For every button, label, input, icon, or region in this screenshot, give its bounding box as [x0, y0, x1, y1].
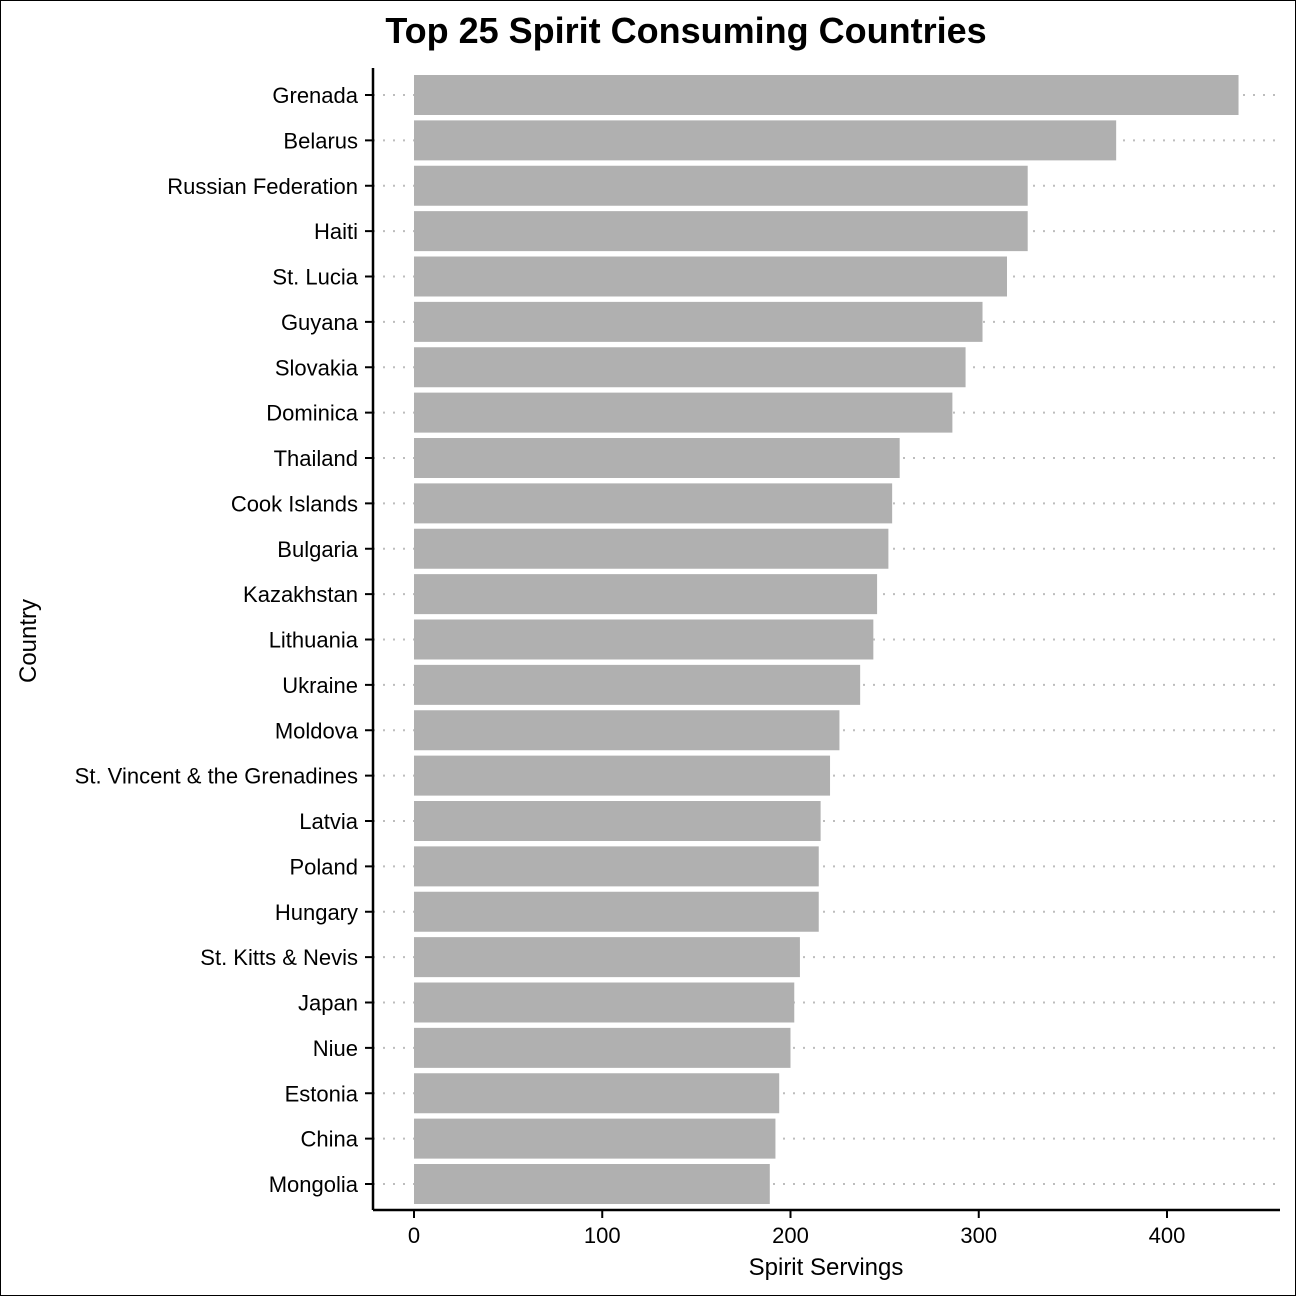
category-label: China: [301, 1127, 359, 1152]
category-label: Estonia: [285, 1081, 359, 1106]
x-tick-label: 200: [772, 1223, 809, 1248]
bar-belarus: [414, 120, 1117, 161]
x-axis-label: Spirit Servings: [749, 1254, 904, 1281]
bar-st-lucia: [414, 256, 1007, 297]
category-label: Grenada: [272, 83, 358, 108]
bars: [414, 75, 1239, 1204]
bar-china: [414, 1118, 776, 1159]
bar-haiti: [414, 211, 1028, 252]
bar-ukraine: [414, 664, 861, 705]
bar-st-kitts-nevis: [414, 937, 800, 978]
category-labels: Grenada Belarus Russian Federation Haiti St.…: [75, 83, 359, 1197]
category-label: Guyana: [281, 310, 359, 335]
bar-thailand: [414, 438, 900, 478]
x-tick-label: 400: [1149, 1223, 1186, 1248]
x-tick-label: 100: [584, 1223, 621, 1248]
bar-kazakhstan: [414, 574, 878, 615]
category-label: St. Lucia: [272, 265, 358, 290]
bar-lithuania: [414, 619, 874, 660]
bar-latvia: [414, 801, 821, 841]
axes: [365, 68, 1280, 1218]
bar-niue: [414, 1027, 791, 1068]
bar-st-vincent-the-grenadines: [414, 755, 831, 796]
x-tick-label: 300: [960, 1223, 997, 1248]
category-label: Cook Islands: [231, 491, 358, 516]
bar-bulgaria: [414, 528, 889, 569]
category-label: Japan: [298, 991, 358, 1016]
category-label: St. Kitts & Nevis: [200, 945, 358, 970]
category-label: Hungary: [275, 900, 358, 925]
category-label: Thailand: [274, 446, 358, 471]
bar-moldova: [414, 710, 840, 751]
category-label: Russian Federation: [167, 174, 358, 199]
bar-mongolia: [414, 1164, 770, 1204]
category-label: Haiti: [314, 219, 358, 244]
bar-slovakia: [414, 347, 966, 388]
bar-hungary: [414, 891, 819, 932]
category-label: Mongolia: [269, 1172, 359, 1197]
category-label: Lithuania: [269, 628, 359, 653]
bar-poland: [414, 846, 819, 887]
bar-russian-federation: [414, 165, 1028, 206]
x-tick-label: 0: [408, 1223, 420, 1248]
category-label: Poland: [289, 854, 358, 879]
y-axis-label: Country: [15, 599, 42, 683]
bar-japan: [414, 982, 795, 1023]
x-tick-labels: 0 100 200 300 400: [408, 1223, 1185, 1248]
bar-dominica: [414, 392, 953, 433]
bar-cook-islands: [414, 483, 893, 524]
chart-title: Top 25 Spirit Consuming Countries: [385, 10, 986, 51]
category-label: Dominica: [266, 401, 358, 426]
category-label: Latvia: [299, 809, 358, 834]
category-label: Bulgaria: [277, 537, 358, 562]
category-label: Kazakhstan: [243, 582, 358, 607]
category-label: St. Vincent & the Grenadines: [75, 764, 358, 789]
category-label: Ukraine: [282, 673, 358, 698]
bar-grenada: [414, 75, 1239, 115]
category-label: Slovakia: [275, 355, 359, 380]
category-label: Moldova: [275, 718, 359, 743]
category-label: Niue: [313, 1036, 358, 1061]
bar-estonia: [414, 1073, 780, 1114]
bar-guyana: [414, 301, 983, 342]
category-label: Belarus: [283, 128, 358, 153]
